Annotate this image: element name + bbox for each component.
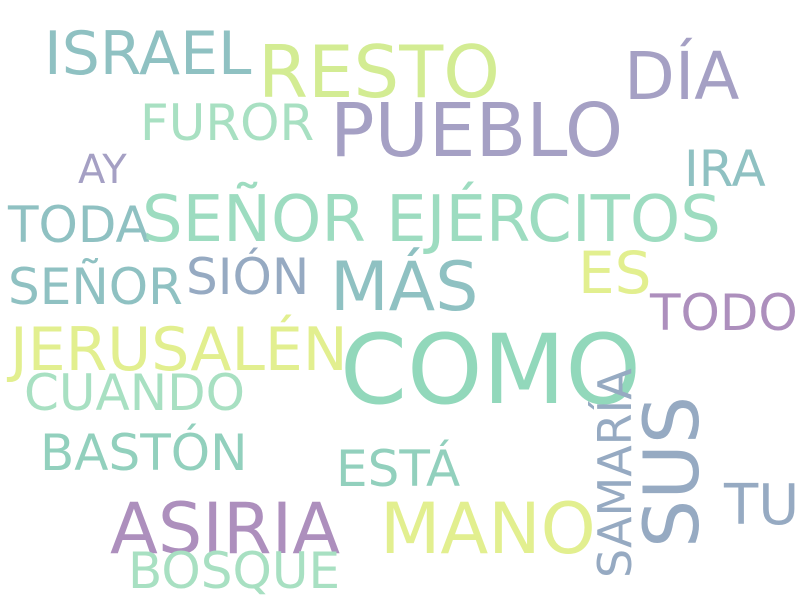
- word-ay: AY: [78, 147, 127, 193]
- word-bosque: BOSQUE: [128, 542, 341, 600]
- word-ira: IRA: [684, 140, 766, 198]
- word-furor: FUROR: [140, 94, 315, 152]
- word-israel: ISRAEL: [44, 19, 252, 89]
- word-es: ES: [578, 239, 652, 307]
- word-senor: SEÑOR: [8, 258, 183, 316]
- word-mano: MANO: [380, 488, 596, 570]
- word-mas: MÁS: [330, 248, 479, 327]
- word-baston: BASTÓN: [40, 424, 248, 482]
- word-jerusalen: JERUSALÉN: [10, 315, 348, 385]
- word-como: COMO: [340, 314, 641, 426]
- word-toda: TODA: [8, 196, 150, 254]
- word-asiria: ASIRIA: [110, 488, 341, 570]
- word-tu: TU: [724, 473, 800, 538]
- word-dia: DÍA: [624, 38, 740, 115]
- word-todo: TODO: [650, 284, 798, 342]
- word-sion: SIÓN: [186, 248, 310, 306]
- word-pueblo: PUEBLO: [330, 88, 624, 174]
- word-cuando: CUANDO: [24, 364, 245, 422]
- word-senor-ejercitos: SEÑOR EJÉRCITOS: [142, 183, 721, 257]
- word-resto: RESTO: [258, 30, 500, 114]
- word-sus: SUS: [627, 395, 716, 548]
- word-esta: ESTÁ: [336, 440, 461, 498]
